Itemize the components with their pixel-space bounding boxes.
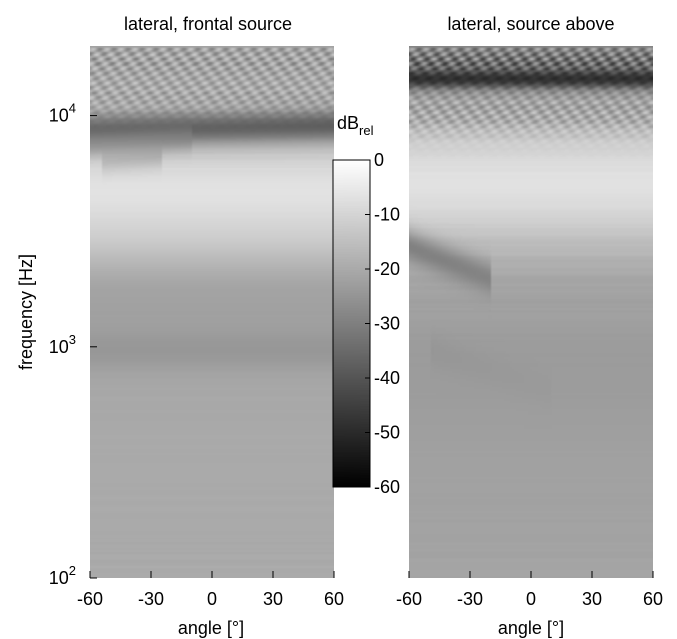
x-tick-label: 30 (582, 589, 602, 609)
right-x-ticks: -60 -30 0 30 60 (396, 571, 663, 609)
colorbar: dBrel 0 -10 -20 -30 -40 -50 -60 (332, 113, 400, 497)
x-tick-label: 0 (526, 589, 536, 609)
colorbar-tick-label: -60 (374, 477, 400, 497)
x-tick-label: 0 (207, 589, 217, 609)
colorbar-tick-label: -20 (374, 259, 400, 279)
right-x-axis-label: angle [°] (498, 618, 564, 638)
x-tick-label: -30 (457, 589, 483, 609)
colorbar-gradient (333, 160, 370, 487)
colorbar-tick-label: -10 (374, 205, 400, 225)
colorbar-tick-label: -40 (374, 368, 400, 388)
colorbar-label: dBrel (337, 113, 374, 138)
colorbar-tick-label: -30 (374, 314, 400, 334)
y-tick-label: 102 (49, 563, 76, 588)
left-x-axis-label: angle [°] (178, 618, 244, 638)
x-tick-label: -60 (396, 589, 422, 609)
x-tick-label: 60 (643, 589, 663, 609)
y-axis-label: frequency [Hz] (16, 254, 36, 370)
y-tick-label: 104 (49, 101, 76, 126)
x-tick-label: -30 (138, 589, 164, 609)
right-panel: lateral, source above -60 -30 0 30 60 angle … (396, 14, 663, 638)
colorbar-tick-label: 0 (374, 150, 384, 170)
x-tick-label: -60 (77, 589, 103, 609)
colorbar-ticks: 0 -10 -20 -30 -40 -50 -60 (365, 150, 400, 497)
left-panel: lateral, frontal source -60 -30 0 30 60 1021… (16, 14, 344, 638)
y-tick-label: 103 (49, 332, 76, 357)
left-heatmap-image (90, 46, 334, 578)
colorbar-label-main: dB (337, 113, 359, 133)
x-tick-label: 60 (324, 589, 344, 609)
left-panel-title: lateral, frontal source (124, 14, 292, 34)
left-x-ticks: -60 -30 0 30 60 (77, 571, 344, 609)
colorbar-label-sub: rel (359, 123, 374, 138)
right-heatmap-image (409, 46, 653, 578)
x-tick-label: 30 (263, 589, 283, 609)
right-panel-title: lateral, source above (447, 14, 614, 34)
colorbar-tick-label: -50 (374, 423, 400, 443)
left-y-ticks: 102 103 104 (49, 101, 97, 588)
